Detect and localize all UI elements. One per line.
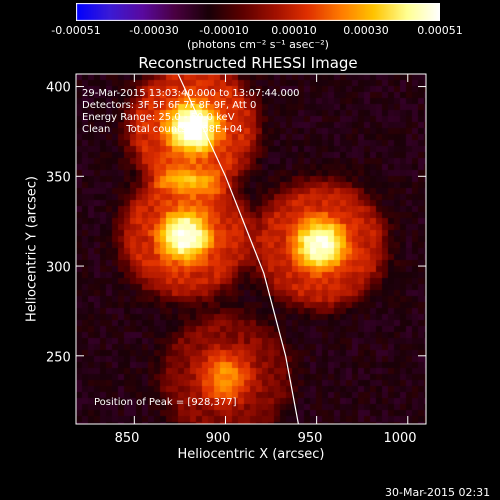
colorbar-tick-label: 0.00010: [271, 24, 317, 37]
colorbar-tick-label: -0.00010: [199, 24, 249, 37]
solar-limb-line: [177, 73, 299, 425]
colorbar-tick-label: 0.00030: [343, 24, 389, 37]
heatmap-image: [76, 74, 426, 424]
annotation-clean-counts: Clean Total counts: 8.58E+04: [82, 124, 243, 135]
chart-title: Reconstructed RHESSI Image: [138, 54, 358, 72]
colorbar-tick-label: -0.00030: [129, 24, 179, 37]
plot-frame: [75, 73, 427, 425]
x-tick-label: 900: [205, 431, 231, 446]
colorbar-tick-label: -0.00051: [51, 24, 101, 37]
y-tick-label: 250: [46, 350, 71, 366]
annotation-peak-position: Position of Peak = [928,377]: [94, 397, 237, 408]
x-tick-label: 1000: [383, 431, 417, 446]
x-axis-label: Heliocentric X (arcsec): [177, 447, 325, 462]
date-stamp: 30-Mar-2015 02:31: [385, 486, 491, 499]
y-tick-label: 400: [46, 80, 71, 96]
colorbar-tick-label: 0.00051: [417, 24, 463, 37]
x-tick-label: 850: [114, 431, 140, 446]
annotation-detectors: Detectors: 3F 5F 6F 7F 8F 9F, Att 0: [82, 100, 257, 111]
colorbar-units-label: (photons cm⁻² s⁻¹ asec⁻²): [187, 38, 329, 51]
annotation-energy-range: Energy Range: 25.0 - 50.0 keV: [82, 112, 235, 123]
y-tick-label: 300: [46, 260, 71, 276]
y-axis-label: Heliocentric Y (arcsec): [24, 176, 40, 322]
y-tick-label: 350: [46, 170, 71, 186]
annotation-time-range: 29-Mar-2015 13:03:40.000 to 13:07:44.000: [82, 88, 300, 99]
colorbar: [76, 3, 440, 21]
x-tick-label: 950: [297, 431, 323, 446]
